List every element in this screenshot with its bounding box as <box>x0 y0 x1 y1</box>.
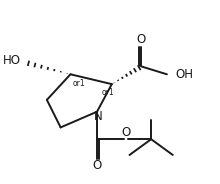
Text: O: O <box>92 159 102 172</box>
Text: OH: OH <box>176 68 194 81</box>
Text: or1: or1 <box>73 79 86 88</box>
Text: or1: or1 <box>102 89 114 98</box>
Text: N: N <box>94 110 102 123</box>
Text: O: O <box>121 126 130 139</box>
Text: O: O <box>137 33 146 46</box>
Text: HO: HO <box>3 54 21 67</box>
